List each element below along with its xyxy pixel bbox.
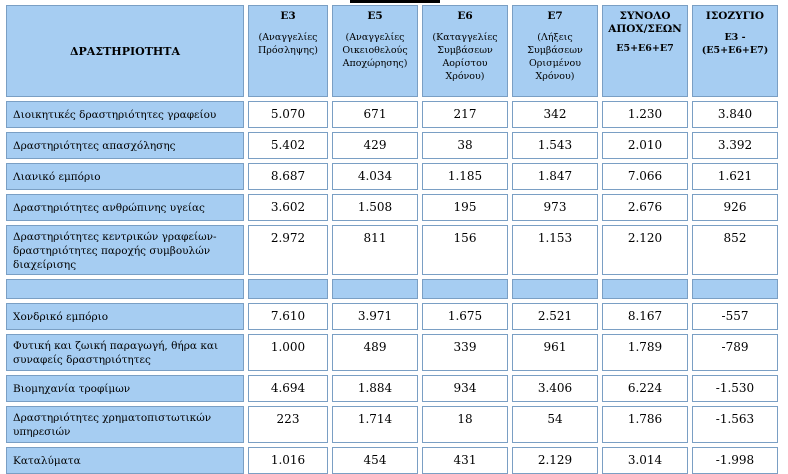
- cell-balance: 926: [692, 194, 778, 221]
- cell-e5: 1.508: [332, 194, 418, 221]
- cell-e6: 195: [422, 194, 508, 221]
- row-label: Δραστηριότητες κεντρικών γραφείων- δραστ…: [6, 225, 244, 275]
- header-total-code: ΣΥΝΟΛΟ ΑΠΟΧ/ΣΕΩΝ: [608, 10, 682, 35]
- header-balance-code: ΙΣΟΖΥΓΙΟ: [705, 10, 765, 22]
- cell-e5: 3.971: [332, 303, 418, 330]
- separator-cell: [332, 279, 418, 299]
- cell-e7: 961: [512, 334, 598, 371]
- cell-total: 2.676: [602, 194, 688, 221]
- cell-total: 3.014: [602, 447, 688, 474]
- header-e3-code: Ε3: [280, 10, 296, 22]
- cell-balance: -1.563: [692, 406, 778, 443]
- cell-e7: 2.521: [512, 303, 598, 330]
- cell-e3: 4.694: [248, 375, 328, 402]
- cell-e6: 1.185: [422, 163, 508, 190]
- cell-e3: 5.402: [248, 132, 328, 159]
- cell-balance: 3.392: [692, 132, 778, 159]
- cell-e3: 223: [248, 406, 328, 443]
- cell-e6: 339: [422, 334, 508, 371]
- cell-e7: 1.153: [512, 225, 598, 275]
- header-e5-code: Ε5: [367, 10, 383, 22]
- header-e5: Ε5 (Αναγγελίες Οικειοθελούς Αποχώρησης): [332, 5, 418, 97]
- cell-total: 8.167: [602, 303, 688, 330]
- activity-table: ΔΡΑΣΤΗΡΙΟΤΗΤΑ Ε3 (Αναγγελίες Πρόσληψης) …: [6, 5, 780, 474]
- header-e3-desc: (Αναγγελίες Πρόσληψης): [258, 32, 318, 56]
- row-label: Βιομηχανία τροφίμων: [6, 375, 244, 402]
- row-label: Δραστηριότητες ανθρώπινης υγείας: [6, 194, 244, 221]
- cell-e7: 973: [512, 194, 598, 221]
- cell-e3: 2.972: [248, 225, 328, 275]
- row-label: Δραστηριότητες απασχόλησης: [6, 132, 244, 159]
- cell-e7: 342: [512, 101, 598, 128]
- cell-e6: 431: [422, 447, 508, 474]
- separator-cell: [6, 279, 244, 299]
- cell-balance: -789: [692, 334, 778, 371]
- cell-balance: -557: [692, 303, 778, 330]
- cell-e7: 1.543: [512, 132, 598, 159]
- row-label: Καταλύματα: [6, 447, 244, 474]
- cell-balance: 1.621: [692, 163, 778, 190]
- cell-e6: 217: [422, 101, 508, 128]
- cell-e7: 54: [512, 406, 598, 443]
- header-total-desc: Ε5+Ε6+Ε7: [616, 43, 674, 54]
- cell-e7: 1.847: [512, 163, 598, 190]
- cell-e5: 1.884: [332, 375, 418, 402]
- cell-e5: 454: [332, 447, 418, 474]
- top-rule: [350, 0, 440, 3]
- header-e3: Ε3 (Αναγγελίες Πρόσληψης): [248, 5, 328, 97]
- cell-total: 1.230: [602, 101, 688, 128]
- row-label: Χονδρικό εμπόριο: [6, 303, 244, 330]
- cell-e3: 8.687: [248, 163, 328, 190]
- cell-e6: 18: [422, 406, 508, 443]
- separator-cell: [512, 279, 598, 299]
- cell-total: 1.789: [602, 334, 688, 371]
- header-e6-desc: (Καταγγελίες Συμβάσεων Αορίστου Χρόνου): [432, 32, 498, 82]
- cell-e6: 38: [422, 132, 508, 159]
- cell-e5: 1.714: [332, 406, 418, 443]
- cell-e7: 2.129: [512, 447, 598, 474]
- cell-e3: 5.070: [248, 101, 328, 128]
- cell-balance: -1.998: [692, 447, 778, 474]
- cell-balance: -1.530: [692, 375, 778, 402]
- cell-total: 1.786: [602, 406, 688, 443]
- header-e7-desc: (Λήξεις Συμβάσεων Ορισμένου Χρόνου): [527, 32, 583, 82]
- row-label: Δραστηριότητες χρηματοπιστωτικών υπηρεσι…: [6, 406, 244, 443]
- header-total: ΣΥΝΟΛΟ ΑΠΟΧ/ΣΕΩΝ Ε5+Ε6+Ε7: [602, 5, 688, 97]
- cell-e6: 934: [422, 375, 508, 402]
- cell-e6: 156: [422, 225, 508, 275]
- separator-cell: [692, 279, 778, 299]
- row-label: Διοικητικές δραστηριότητες γραφείου: [6, 101, 244, 128]
- separator-cell: [248, 279, 328, 299]
- header-e6-code: Ε6: [457, 10, 473, 22]
- cell-e7: 3.406: [512, 375, 598, 402]
- cell-e3: 3.602: [248, 194, 328, 221]
- cell-e3: 1.016: [248, 447, 328, 474]
- cell-total: 2.010: [602, 132, 688, 159]
- header-balance-desc: Ε3 - (Ε5+Ε6+Ε7): [701, 32, 769, 56]
- cell-e5: 671: [332, 101, 418, 128]
- header-activity: ΔΡΑΣΤΗΡΙΟΤΗΤΑ: [6, 5, 244, 97]
- row-label: Φυτική και ζωική παραγωγή, θήρα και συνα…: [6, 334, 244, 371]
- cell-total: 7.066: [602, 163, 688, 190]
- cell-balance: 852: [692, 225, 778, 275]
- cell-e6: 1.675: [422, 303, 508, 330]
- cell-e5: 489: [332, 334, 418, 371]
- header-e6: Ε6 (Καταγγελίες Συμβάσεων Αορίστου Χρόνο…: [422, 5, 508, 97]
- separator-cell: [422, 279, 508, 299]
- cell-e3: 7.610: [248, 303, 328, 330]
- cell-e5: 429: [332, 132, 418, 159]
- cell-e5: 811: [332, 225, 418, 275]
- header-e7: Ε7 (Λήξεις Συμβάσεων Ορισμένου Χρόνου): [512, 5, 598, 97]
- separator-cell: [602, 279, 688, 299]
- cell-e5: 4.034: [332, 163, 418, 190]
- header-e7-code: Ε7: [547, 10, 563, 22]
- row-label: Λιανικό εμπόριο: [6, 163, 244, 190]
- header-e5-desc: (Αναγγελίες Οικειοθελούς Αποχώρησης): [342, 32, 408, 69]
- cell-total: 2.120: [602, 225, 688, 275]
- header-balance: ΙΣΟΖΥΓΙΟ Ε3 - (Ε5+Ε6+Ε7): [692, 5, 778, 97]
- cell-balance: 3.840: [692, 101, 778, 128]
- cell-total: 6.224: [602, 375, 688, 402]
- cell-e3: 1.000: [248, 334, 328, 371]
